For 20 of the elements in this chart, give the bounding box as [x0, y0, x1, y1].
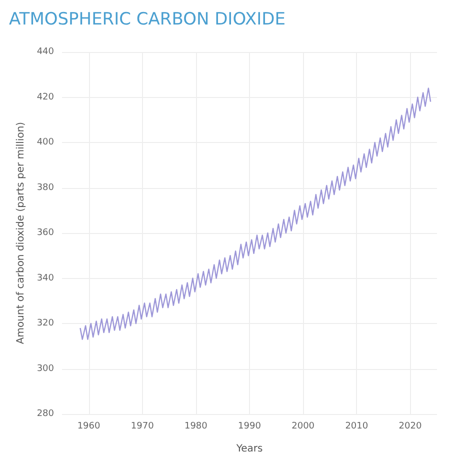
y-tick-label: 440 — [36, 47, 54, 57]
y-tick-label: 280 — [36, 409, 54, 419]
y-tick-label: 420 — [36, 92, 54, 102]
y-tick-label: 400 — [36, 138, 54, 148]
y-tick-label: 300 — [36, 364, 54, 374]
y-tick-label: 340 — [36, 273, 54, 284]
y-tick-label: 320 — [36, 318, 54, 328]
x-tick-label: 1990 — [238, 422, 262, 432]
y-axis-title: Amount of carbon dioxide (parts per million) — [15, 122, 26, 344]
y-tick-label: 360 — [36, 228, 54, 238]
y-tick-label: 380 — [36, 182, 54, 193]
x-tick-label: 1970 — [130, 422, 154, 432]
x-axis-title: Years — [235, 444, 263, 454]
x-tick-label: 2010 — [345, 422, 368, 432]
line-series — [80, 88, 432, 340]
x-tick-label: 1960 — [77, 422, 101, 432]
chart-title: ATMOSPHERIC CARBON DIOXIDE — [9, 10, 286, 30]
x-tick-label: 2000 — [292, 422, 315, 432]
x-tick-label: 1980 — [184, 422, 208, 432]
x-tick-label: 2020 — [398, 422, 422, 432]
